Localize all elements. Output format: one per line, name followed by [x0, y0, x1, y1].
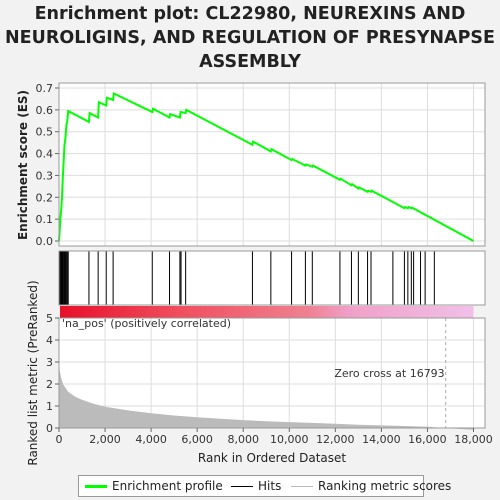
metric-x-tick-label: 10,000 — [270, 433, 309, 446]
legend-label-enrichment: Enrichment profile — [112, 479, 223, 493]
chart-title: Enrichment plot: CL22980, NEUREXINS AND … — [0, 2, 500, 74]
legend-label-hits: Hits — [258, 479, 282, 493]
metric-tick-label: 1 — [46, 400, 53, 413]
metric-x-tick-label: 18,000 — [454, 433, 493, 446]
metric-x-tick-label: 0 — [56, 433, 63, 446]
color-bar-fill — [60, 306, 474, 318]
zero-cross-label: Zero cross at 16793 — [334, 367, 444, 380]
metric-tick-label: 0 — [46, 422, 53, 435]
positive-label: 'na_pos' (positively correlated) — [62, 317, 231, 330]
metric-x-tick-label: 16,000 — [408, 433, 447, 446]
es-tick-label: 0.2 — [36, 191, 54, 204]
es-panel — [59, 83, 485, 246]
metric-tick-label: 2 — [46, 378, 53, 391]
es-frame — [58, 82, 486, 247]
title-line-2: NEUROLIGINS, AND REGULATION OF PRESYNAPS… — [5, 28, 495, 48]
metric-x-label: Rank in Ordered Dataset — [198, 451, 346, 465]
es-tick-label: 0.6 — [36, 104, 54, 117]
es-tick-label: 0.3 — [36, 169, 54, 182]
hits-frame — [58, 250, 486, 306]
metric-x-tick-label: 12,000 — [316, 433, 355, 446]
title-line-3: ASSEMBLY — [199, 52, 301, 72]
metric-tick-label: 4 — [46, 334, 53, 347]
legend: Enrichment profile Hits Ranking metric s… — [78, 475, 451, 497]
metric-area — [59, 359, 474, 430]
metric-tick-label: 3 — [46, 356, 53, 369]
legend-swatch-hits — [231, 486, 253, 487]
metric-y-label: Ranked list metric (PreRanked) — [26, 280, 40, 465]
metric-x-tick-label: 8,000 — [227, 433, 259, 446]
es-y-label: Enrichment score (ES) — [16, 90, 30, 240]
hits-panel — [59, 251, 485, 305]
ranking-color-bar — [60, 306, 474, 318]
es-tick-label: 0.1 — [36, 213, 54, 226]
hits-marks — [59, 251, 435, 305]
legend-label-ranking: Ranking metric scores — [318, 479, 452, 493]
title-line-1: Enrichment plot: CL22980, NEUREXINS AND — [34, 4, 466, 24]
metric-y-ticks: 0 1 2 3 4 5 — [46, 312, 59, 435]
es-line — [58, 91, 474, 242]
metric-x-ticks: 0 2,000 4,000 6,000 8,000 10,000 12,000 14,000 1… — [56, 428, 493, 446]
legend-swatch-enrichment — [85, 485, 107, 488]
metric-x-tick-label: 6,000 — [181, 433, 213, 446]
es-tick-label: 0.0 — [36, 235, 54, 248]
es-tick-label: 0.4 — [36, 148, 54, 161]
metric-tick-label: 5 — [46, 312, 53, 325]
legend-item-enrichment: Enrichment profile — [85, 479, 223, 493]
es-tick-label: 0.7 — [36, 82, 54, 95]
legend-item-ranking: Ranking metric scores — [291, 479, 451, 493]
es-y-ticks: 0.0 0.1 0.2 0.3 0.4 0.5 0.6 0.7 — [36, 82, 59, 248]
legend-item-hits: Hits — [231, 479, 281, 493]
legend-swatch-ranking — [291, 486, 313, 487]
metric-x-tick-label: 2,000 — [89, 433, 121, 446]
metric-frame — [58, 317, 486, 429]
metric-x-tick-label: 4,000 — [135, 433, 167, 446]
metric-panel — [59, 318, 485, 428]
es-tick-label: 0.5 — [36, 126, 54, 139]
metric-x-tick-label: 14,000 — [362, 433, 401, 446]
